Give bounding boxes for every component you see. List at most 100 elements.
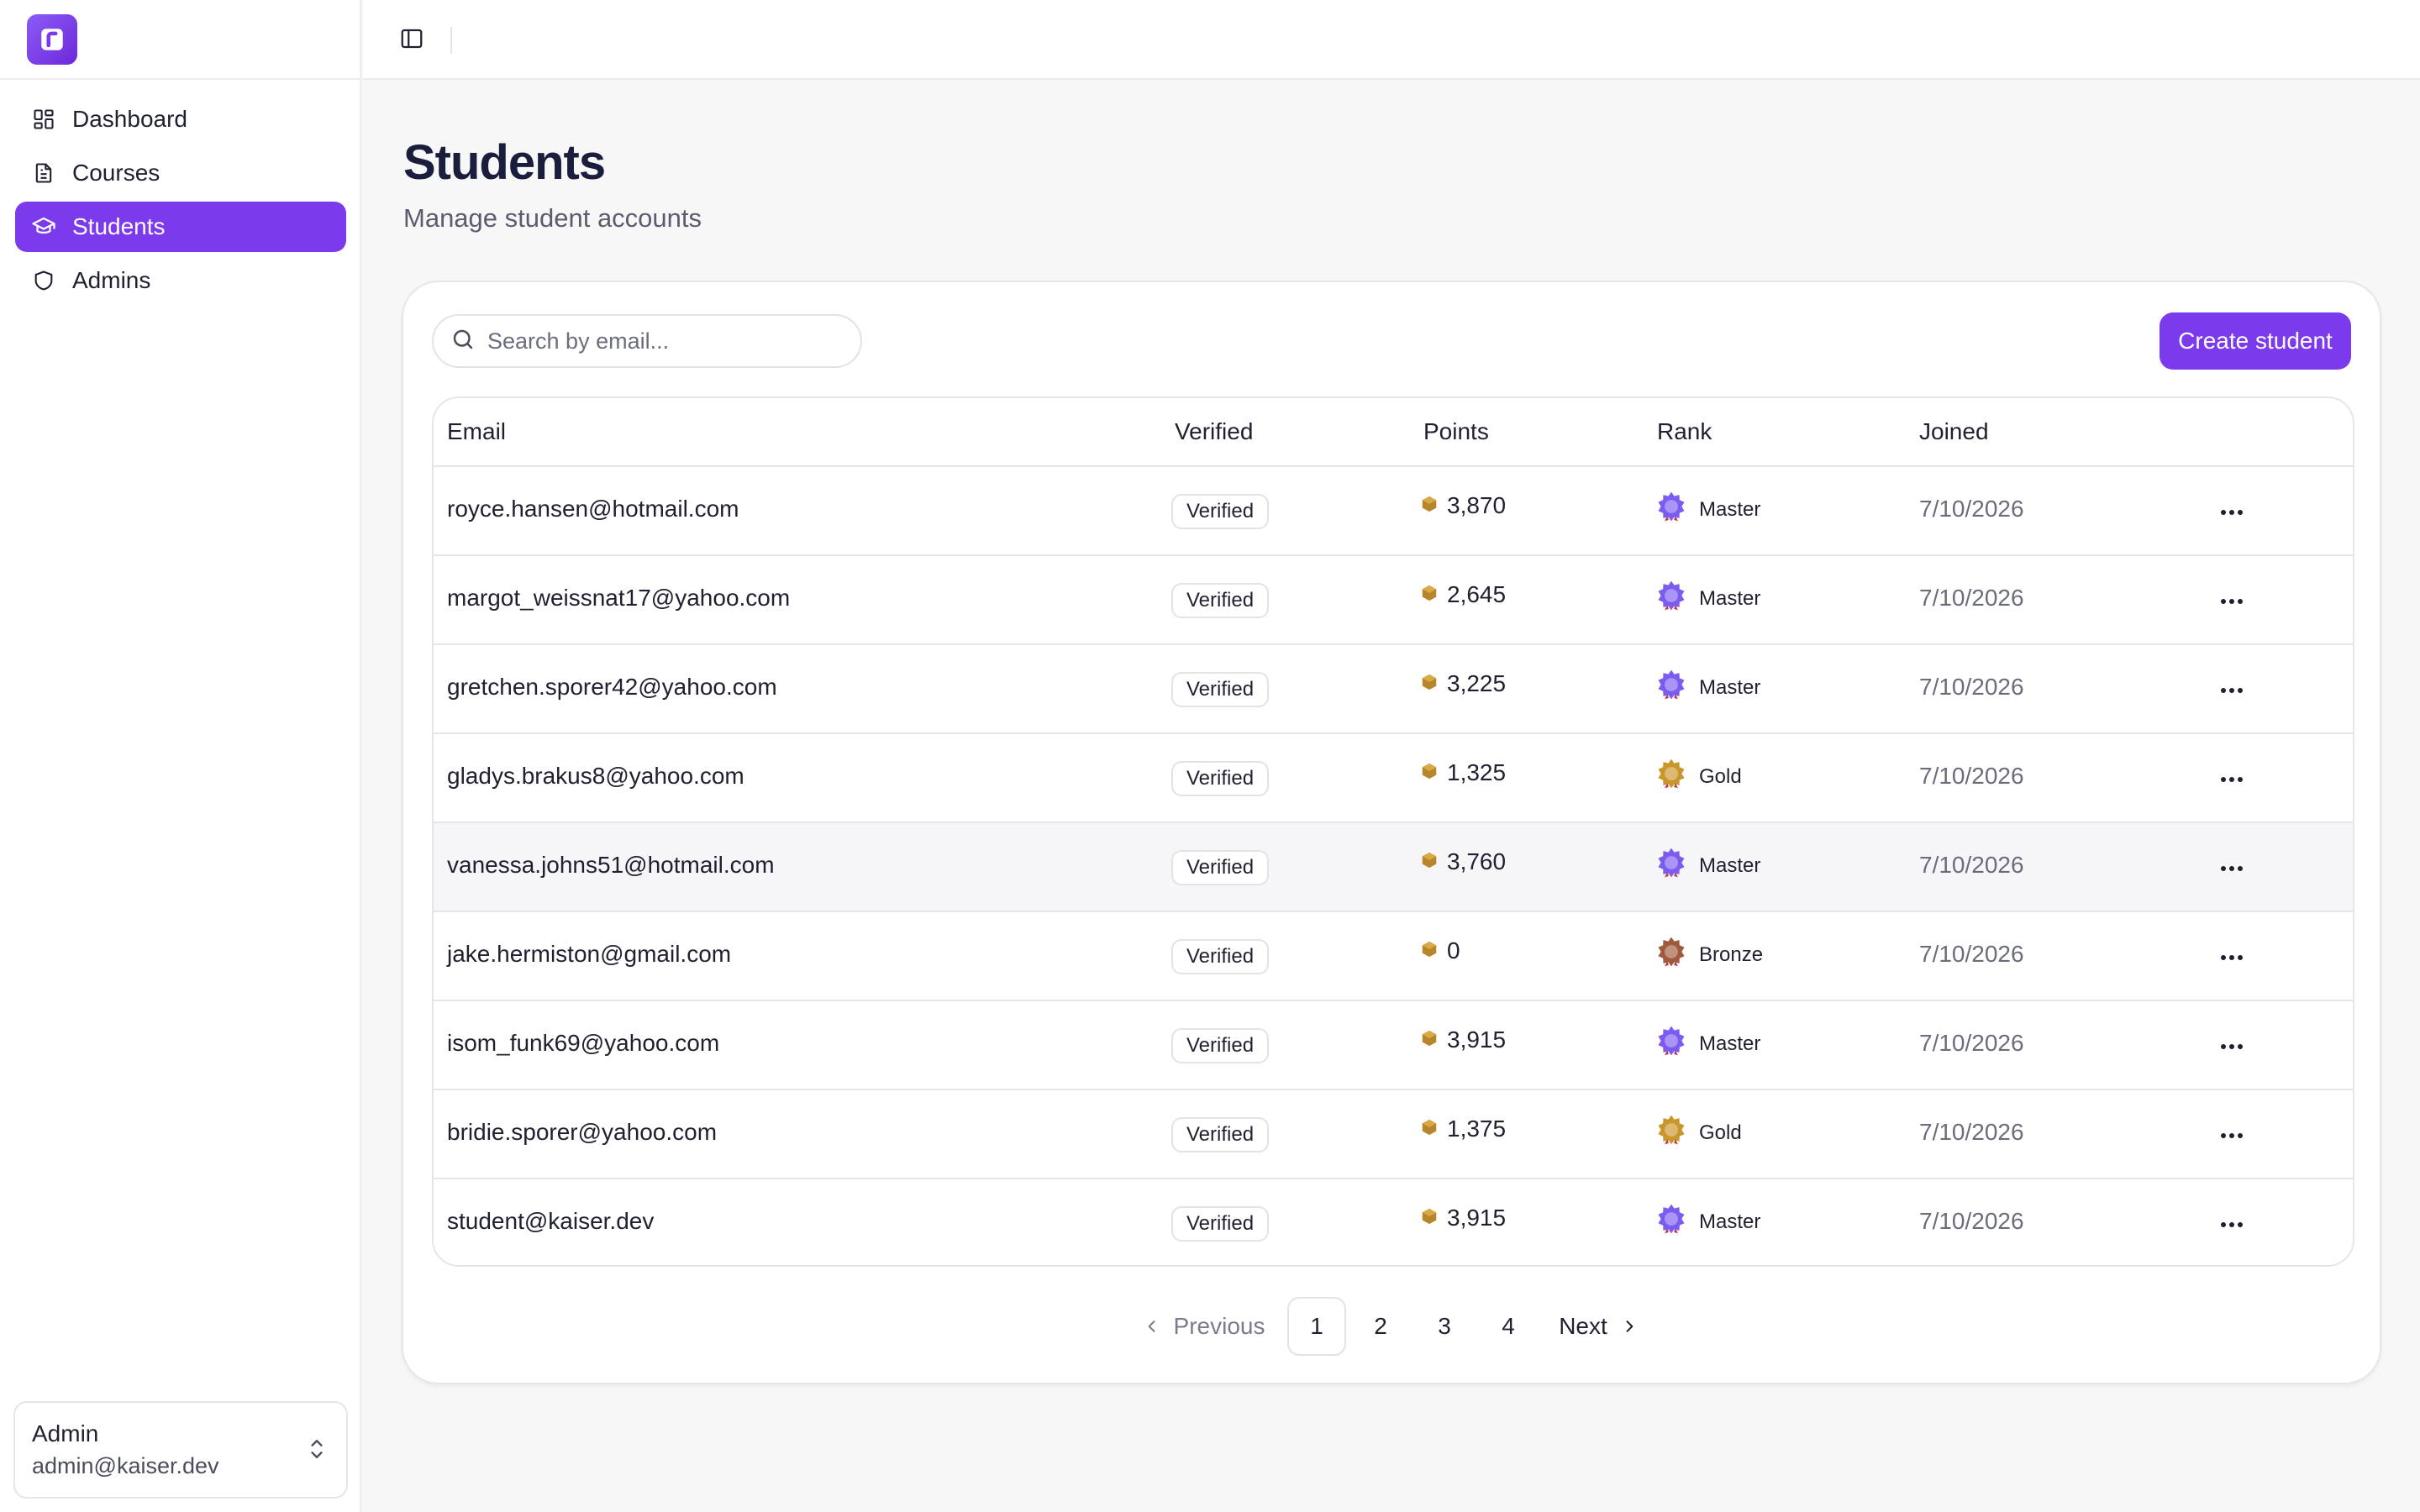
sidebar-item-courses[interactable]: Courses — [15, 148, 346, 198]
row-actions-button[interactable] — [2212, 1026, 2252, 1067]
verified-badge: Verified — [1171, 939, 1269, 974]
row-actions-button[interactable] — [2212, 759, 2252, 800]
row-actions-button[interactable] — [2212, 848, 2252, 889]
table-row[interactable]: gladys.brakus8@yahoo.com Verified 1,325 Gol… — [434, 734, 2353, 823]
sidebar-nav: Dashboard Courses Students — [15, 94, 346, 309]
row-rank: Master — [1655, 1025, 1760, 1063]
table-row[interactable]: gretchen.sporer42@yahoo.com Verified 3,225… — [434, 645, 2353, 734]
rank-badge-icon — [1655, 758, 1687, 795]
row-points: 1,375 — [1420, 1116, 1506, 1142]
rank-badge-icon — [1655, 491, 1687, 528]
row-email: gladys.brakus8@yahoo.com — [447, 763, 744, 790]
row-actions-button[interactable] — [2212, 1205, 2252, 1245]
column-header-rank[interactable]: Rank — [1657, 418, 1712, 445]
create-student-button[interactable]: Create student — [2160, 312, 2351, 370]
rank-label: Master — [1699, 587, 1760, 611]
points-value: 1,325 — [1447, 759, 1506, 786]
points-value: 3,915 — [1447, 1026, 1506, 1053]
table-row[interactable]: royce.hansen@hotmail.com Verified 3,870 Mas… — [434, 467, 2353, 556]
row-joined: 7/10/2026 — [1919, 585, 2024, 612]
column-header-joined[interactable]: Joined — [1919, 418, 1989, 445]
row-points: 3,760 — [1420, 848, 1506, 875]
column-header-email[interactable]: Email — [447, 418, 506, 445]
points-value: 0 — [1447, 937, 1460, 964]
user-email: admin@kaiser.dev — [32, 1450, 329, 1482]
column-header-verified[interactable]: Verified — [1175, 418, 1253, 445]
verified-badge: Verified — [1171, 583, 1269, 618]
table-row[interactable]: jake.hermiston@gmail.com Verified 0 Bronze 7… — [434, 912, 2353, 1001]
coin-icon — [1420, 937, 1439, 964]
rank-badge-icon — [1655, 847, 1687, 885]
pagination-next[interactable]: Next — [1548, 1297, 1649, 1356]
row-actions-button[interactable] — [2212, 1116, 2252, 1156]
coin-icon — [1420, 581, 1439, 608]
table-row[interactable]: student@kaiser.dev Verified 3,915 Master 7/1… — [434, 1179, 2353, 1267]
verified-badge: Verified — [1171, 494, 1269, 529]
rank-badge-icon — [1655, 1025, 1687, 1063]
row-joined: 7/10/2026 — [1919, 763, 2024, 790]
table-row[interactable]: isom_funk69@yahoo.com Verified 3,915 Master… — [434, 1001, 2353, 1090]
students-table: Email Verified Points Rank Joined royce.… — [432, 396, 2354, 1267]
row-joined: 7/10/2026 — [1919, 1030, 2024, 1057]
table-row[interactable]: bridie.sporer@yahoo.com Verified 1,375 Gold… — [434, 1090, 2353, 1179]
sidebar: Dashboard Courses Students — [0, 0, 361, 1512]
pagination-previous[interactable]: Previous — [1136, 1297, 1272, 1356]
rank-label: Master — [1699, 1210, 1760, 1234]
sidebar-item-dashboard[interactable]: Dashboard — [15, 94, 346, 144]
students-card: Create student Email Verified Points Ran… — [402, 281, 2381, 1384]
rank-label: Bronze — [1699, 943, 1763, 967]
pagination-page-1[interactable]: 1 — [1287, 1297, 1346, 1356]
row-points: 2,645 — [1420, 581, 1506, 608]
verified-badge: Verified — [1171, 672, 1269, 707]
row-points: 3,915 — [1420, 1026, 1506, 1053]
row-joined: 7/10/2026 — [1919, 941, 2024, 968]
row-actions-button[interactable] — [2212, 937, 2252, 978]
row-points: 0 — [1420, 937, 1460, 964]
pagination-page-3[interactable]: 3 — [1415, 1297, 1474, 1356]
sidebar-toggle-button[interactable] — [397, 25, 427, 55]
points-value: 1,375 — [1447, 1116, 1506, 1142]
sidebar-item-students[interactable]: Students — [15, 202, 346, 252]
search-field — [432, 314, 862, 368]
row-actions-button[interactable] — [2212, 581, 2252, 622]
user-menu[interactable]: Admin admin@kaiser.dev — [13, 1401, 348, 1499]
file-icon — [30, 160, 57, 186]
row-actions-button[interactable] — [2212, 492, 2252, 533]
table-row[interactable]: vanessa.johns51@hotmail.com Verified 3,760… — [434, 823, 2353, 912]
more-horizontal-icon — [2220, 509, 2244, 516]
coin-icon — [1420, 670, 1439, 697]
table-body: royce.hansen@hotmail.com Verified 3,870 Mas… — [434, 467, 2353, 1267]
pagination-next-label: Next — [1559, 1313, 1607, 1340]
app-logo[interactable] — [27, 14, 77, 65]
verified-badge: Verified — [1171, 1028, 1269, 1063]
rank-label: Master — [1699, 498, 1760, 522]
row-joined: 7/10/2026 — [1919, 1119, 2024, 1146]
row-email: jake.hermiston@gmail.com — [447, 941, 731, 968]
row-email: student@kaiser.dev — [447, 1208, 654, 1235]
row-points: 3,870 — [1420, 492, 1506, 519]
top-bar — [363, 0, 2420, 80]
row-rank: Master — [1655, 580, 1760, 617]
column-header-points[interactable]: Points — [1423, 418, 1489, 445]
row-email: gretchen.sporer42@yahoo.com — [447, 674, 777, 701]
rank-badge-icon — [1655, 669, 1687, 706]
search-icon — [450, 327, 476, 356]
shield-icon — [30, 267, 57, 294]
rank-badge-icon — [1655, 1203, 1687, 1241]
search-input[interactable] — [487, 328, 840, 354]
rank-label: Gold — [1699, 765, 1742, 789]
rank-badge-icon — [1655, 936, 1687, 974]
table-row[interactable]: margot_weissnat17@yahoo.com Verified 2,645… — [434, 556, 2353, 645]
row-rank: Gold — [1655, 758, 1742, 795]
verified-badge: Verified — [1171, 850, 1269, 885]
points-value: 3,760 — [1447, 848, 1506, 875]
pagination-page-2[interactable]: 2 — [1351, 1297, 1410, 1356]
user-name: Admin — [32, 1418, 329, 1450]
pagination-previous-label: Previous — [1174, 1313, 1265, 1340]
row-joined: 7/10/2026 — [1919, 1208, 2024, 1235]
points-value: 3,915 — [1447, 1205, 1506, 1231]
pagination-page-4[interactable]: 4 — [1479, 1297, 1538, 1356]
row-actions-button[interactable] — [2212, 670, 2252, 711]
sidebar-item-admins[interactable]: Admins — [15, 255, 346, 306]
dashboard-icon — [30, 106, 57, 133]
